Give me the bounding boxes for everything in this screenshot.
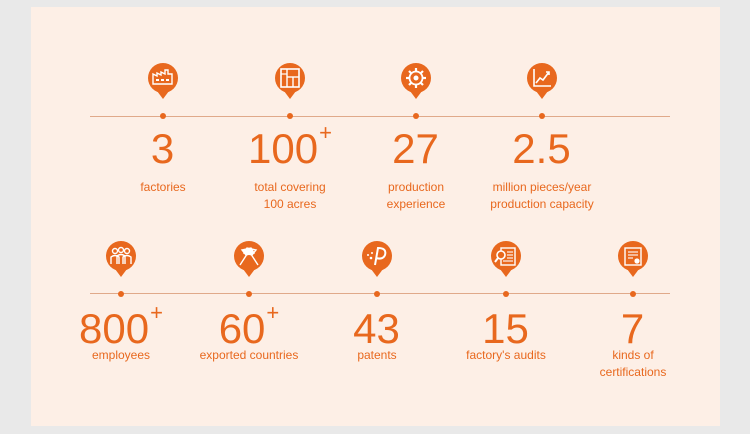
stat-label: employees <box>91 348 151 362</box>
floor-plan-icon <box>275 63 305 99</box>
stat-value: 800+ <box>79 300 163 352</box>
stat-value: 60+ <box>218 300 280 352</box>
row2-timeline <box>90 293 670 294</box>
stat-label: kinds of certifications <box>599 348 667 379</box>
timeline-dot <box>246 291 252 297</box>
stat-value: 3 <box>150 125 175 172</box>
stat-label: factories <box>140 180 186 194</box>
stat-value: 2.5 <box>512 125 571 172</box>
stat-value: 27 <box>392 125 439 172</box>
stat-value: 43 <box>353 305 400 352</box>
growth-chart-icon <box>527 63 557 99</box>
stat-label: factory's audits <box>466 348 546 362</box>
stat-value: 15 <box>482 305 529 352</box>
stat-label: total covering 100 acres <box>254 180 326 211</box>
gear-icon <box>401 63 431 99</box>
timeline-dot <box>118 291 124 297</box>
timeline-dot <box>539 113 545 119</box>
audit-icon <box>491 241 521 277</box>
factory-icon <box>148 63 178 99</box>
stats-panel <box>31 7 720 426</box>
stat-value: 7 <box>620 305 645 352</box>
stat-label: exported countries <box>199 348 299 362</box>
timeline-dot <box>287 113 293 119</box>
timeline-dot <box>160 113 166 119</box>
people-icon <box>106 241 136 277</box>
stat-value: 100+ <box>248 120 332 172</box>
timeline-dot <box>374 291 380 297</box>
stat-label: patents <box>357 348 397 362</box>
timeline-dot <box>413 113 419 119</box>
timeline-dot <box>503 291 509 297</box>
stat-label: million pieces/year production capacity <box>490 180 594 211</box>
certificate-icon <box>618 241 648 277</box>
row1-timeline <box>90 116 670 117</box>
stat-label: production experience <box>386 180 446 211</box>
flags-icon <box>234 241 264 277</box>
timeline-dot <box>630 291 636 297</box>
patent-icon <box>362 241 392 277</box>
